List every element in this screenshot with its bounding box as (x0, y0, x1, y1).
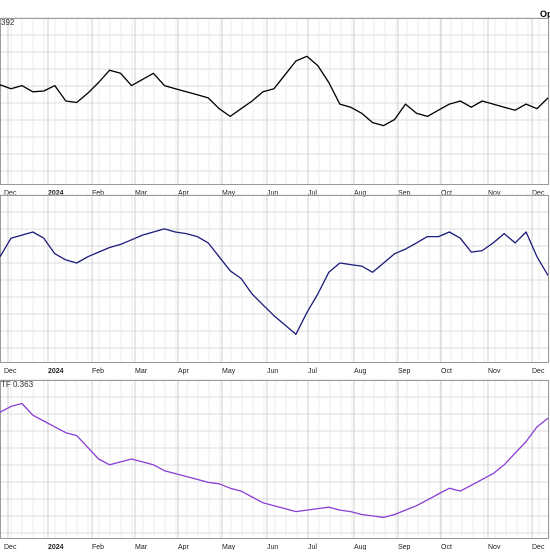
x-tick-label: Dec (4, 544, 17, 550)
x-tick-label: Sep (398, 544, 411, 550)
x-tick-label: May (222, 368, 236, 375)
x-tick-label: Feb (92, 368, 104, 375)
x-tick-label: Oct (441, 190, 452, 197)
x-tick-label: Nov (488, 368, 501, 375)
x-tick-label: Sep (398, 368, 411, 375)
x-tick-label: Feb (92, 190, 104, 197)
x-tick-label: Mar (135, 544, 148, 550)
x-tick-label: Apr (178, 190, 190, 197)
x-tick-label: Oct (441, 368, 452, 375)
x-tick-label: 2024 (48, 368, 64, 375)
series-line (0, 55, 549, 127)
x-tick-label: May (222, 190, 236, 197)
panel-border (0, 18, 549, 185)
x-tick-label: Apr (178, 544, 190, 550)
x-tick-label: May (222, 544, 236, 550)
x-tick-label: Jun (267, 544, 278, 550)
panel-label: TF 0.363 (1, 380, 34, 389)
x-tick-label: Aug (354, 544, 367, 550)
panel-border (0, 380, 549, 539)
x-tick-label: Jul (308, 544, 317, 550)
x-tick-label: Mar (135, 368, 148, 375)
panel-label: 392 (1, 18, 15, 27)
corner-label: Op (540, 9, 550, 19)
x-tick-label: 2024 (48, 190, 64, 197)
panel-border (0, 195, 549, 363)
x-tick-label: Dec (4, 190, 17, 197)
x-tick-label: Sep (398, 190, 411, 197)
x-tick-label: Jun (267, 368, 278, 375)
x-tick-label: Dec (4, 368, 17, 375)
x-tick-label: Dec (532, 544, 545, 550)
x-tick-label: Oct (441, 544, 452, 550)
x-tick-label: Nov (488, 190, 501, 197)
x-tick-label: Aug (354, 190, 367, 197)
x-tick-label: Aug (354, 368, 367, 375)
x-tick-label: Jun (267, 190, 278, 197)
x-tick-label: Feb (92, 544, 104, 550)
x-tick-label: 2024 (48, 544, 64, 550)
series-line (0, 402, 549, 519)
x-tick-label: Nov (488, 544, 501, 550)
x-tick-label: Mar (135, 190, 148, 197)
x-tick-label: Jul (308, 368, 317, 375)
series-line (0, 228, 549, 335)
x-tick-label: Jul (308, 190, 317, 197)
x-tick-label: Apr (178, 368, 190, 375)
x-tick-label: Dec (532, 368, 545, 375)
x-tick-label: Dec (532, 190, 545, 197)
